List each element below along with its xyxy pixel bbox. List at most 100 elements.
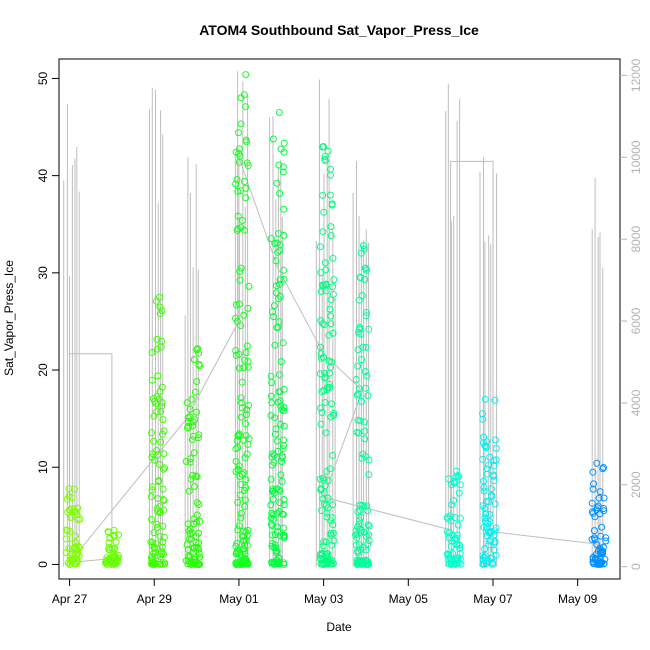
data-point — [107, 556, 114, 564]
data-point — [321, 373, 329, 381]
data-point — [280, 534, 288, 542]
data-point — [240, 486, 248, 494]
data-point — [154, 451, 162, 459]
data-point — [318, 550, 326, 558]
data-point — [322, 266, 330, 274]
data-point — [244, 440, 252, 448]
data-point — [189, 471, 197, 479]
data-point — [327, 223, 335, 231]
data-point — [195, 360, 203, 368]
data-point — [359, 543, 367, 551]
data-point — [316, 404, 324, 412]
data-point — [65, 485, 73, 493]
data-point — [481, 514, 489, 522]
data-point — [487, 537, 494, 545]
data-point — [245, 282, 253, 290]
data-point — [158, 543, 166, 551]
data-point — [480, 484, 488, 491]
data-point — [244, 363, 252, 371]
data-point — [160, 465, 167, 473]
data-point — [268, 522, 276, 530]
data-point — [73, 550, 81, 558]
data-point — [234, 526, 242, 534]
data-point — [267, 235, 275, 243]
data-point — [352, 376, 360, 383]
data-point — [242, 103, 249, 111]
data-point — [185, 422, 192, 430]
data-point — [354, 390, 362, 398]
data-point — [243, 532, 251, 540]
data-point — [353, 534, 361, 542]
data-point — [158, 402, 166, 410]
data-point — [159, 416, 167, 424]
data-point — [488, 528, 496, 536]
data-point — [602, 537, 610, 545]
data-point — [235, 462, 243, 470]
data-point — [329, 451, 337, 459]
data-point — [595, 494, 603, 502]
data-point — [317, 317, 325, 325]
data-point — [242, 71, 250, 79]
data-point — [274, 248, 282, 256]
data-point — [318, 281, 326, 289]
data-point — [235, 522, 243, 530]
data-point — [153, 408, 161, 416]
data-point — [109, 548, 117, 556]
data-point — [317, 343, 324, 351]
data-point — [148, 453, 156, 461]
data-point — [275, 161, 283, 169]
data-point — [483, 532, 491, 540]
data-point — [280, 139, 288, 147]
data-point — [323, 557, 331, 565]
data-point — [323, 513, 331, 521]
data-point — [236, 268, 244, 275]
data-point — [479, 556, 487, 564]
data-point — [317, 420, 325, 428]
data-point — [316, 243, 324, 251]
data-point — [330, 537, 338, 545]
data-point — [481, 442, 489, 450]
data-point — [600, 464, 607, 471]
data-point — [329, 329, 337, 337]
data-point — [280, 501, 288, 508]
data-point — [234, 212, 242, 220]
data-point — [364, 521, 372, 529]
data-point — [321, 259, 329, 267]
data-point — [324, 494, 332, 502]
data-point — [267, 475, 275, 483]
data-point — [277, 420, 285, 428]
data-point — [236, 276, 244, 284]
data-point — [183, 399, 191, 407]
data-point — [492, 524, 500, 532]
data-point — [275, 295, 282, 303]
data-point — [488, 491, 495, 499]
data-point — [238, 404, 246, 412]
data-point — [245, 401, 253, 409]
data-point — [73, 546, 81, 554]
data-point — [273, 179, 281, 187]
data-point — [271, 240, 279, 247]
data-point — [184, 414, 192, 422]
data-point — [358, 292, 366, 300]
data-point — [273, 437, 281, 445]
data-point — [317, 287, 325, 295]
data-point — [320, 321, 328, 329]
data-point — [232, 542, 240, 550]
data-point — [360, 418, 368, 426]
data-point — [320, 538, 328, 546]
data-point — [276, 280, 283, 288]
data-point — [158, 548, 166, 555]
data-point — [276, 247, 284, 255]
data-point — [235, 364, 243, 372]
data-point — [280, 231, 288, 239]
data-point — [232, 560, 240, 568]
data-point — [279, 510, 287, 518]
data-point — [191, 416, 199, 424]
data-point — [267, 372, 275, 380]
data-point — [447, 542, 455, 550]
data-point — [327, 517, 335, 525]
data-point — [453, 531, 461, 539]
data-point — [358, 526, 366, 534]
data-point — [63, 527, 71, 535]
data-point — [186, 458, 194, 466]
